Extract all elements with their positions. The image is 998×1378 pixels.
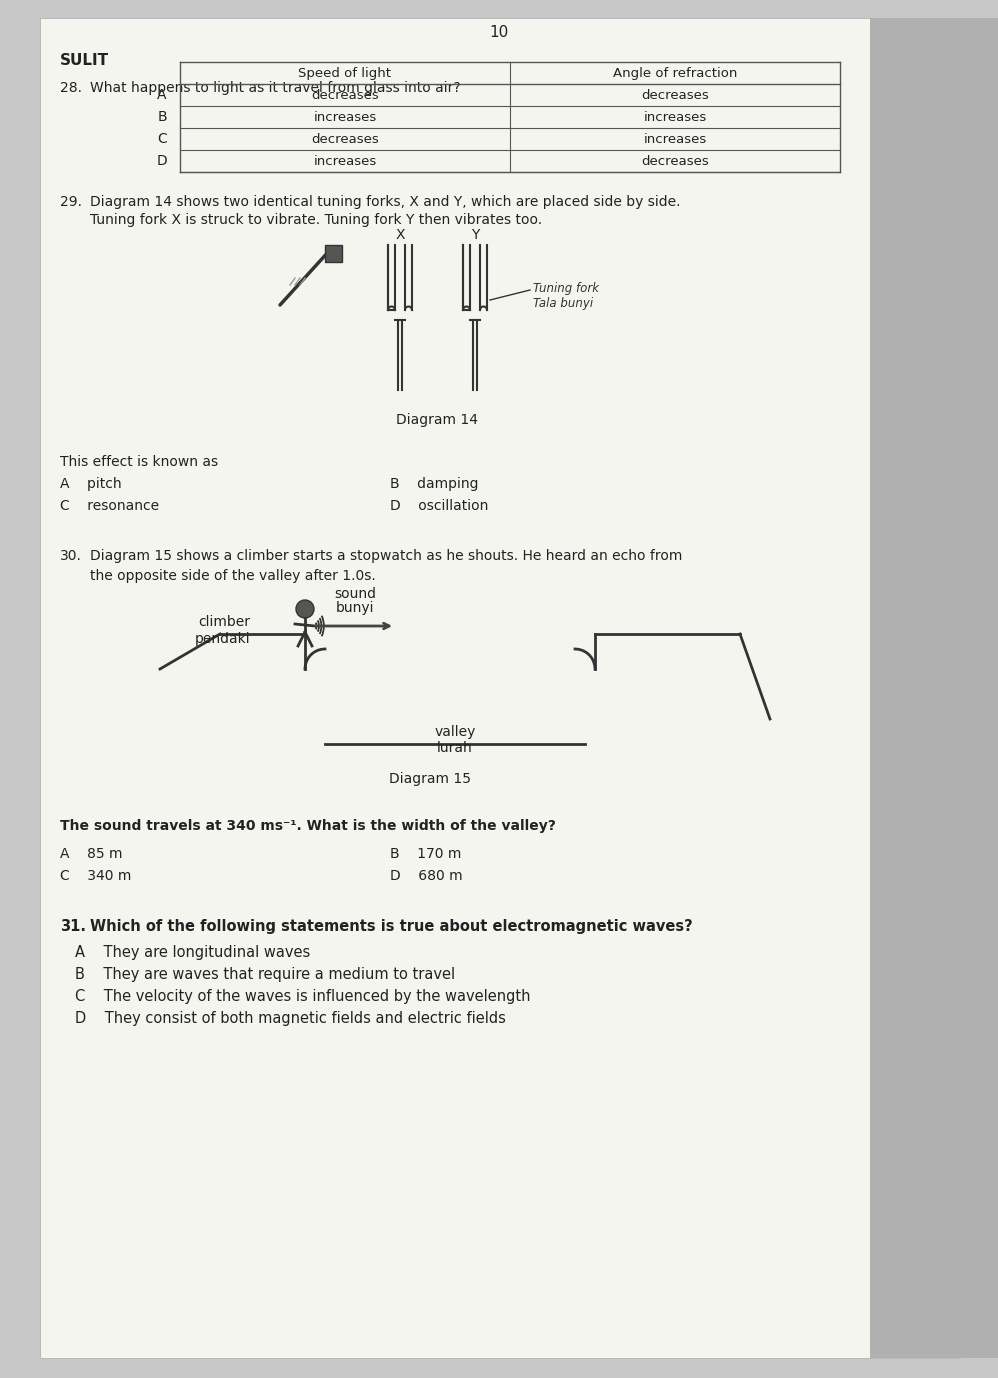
Text: bunyi: bunyi xyxy=(335,601,374,615)
Text: A    They are longitudinal waves: A They are longitudinal waves xyxy=(75,945,310,960)
Text: decreases: decreases xyxy=(641,88,709,102)
Text: Which of the following statements is true about electromagnetic waves?: Which of the following statements is tru… xyxy=(90,919,693,934)
Text: increases: increases xyxy=(644,110,707,124)
Text: SULIT: SULIT xyxy=(60,52,109,68)
Text: 29.: 29. xyxy=(60,196,82,209)
Text: Speed of light: Speed of light xyxy=(298,66,391,80)
Text: C    340 m: C 340 m xyxy=(60,870,132,883)
Text: Tala bunyi: Tala bunyi xyxy=(533,296,593,310)
Text: Tuning fork: Tuning fork xyxy=(533,281,599,295)
Text: 28.: 28. xyxy=(60,81,82,95)
Text: Diagram 15 shows a climber starts a stopwatch as he shouts. He heard an echo fro: Diagram 15 shows a climber starts a stop… xyxy=(90,548,683,564)
Text: valley: valley xyxy=(434,725,476,739)
Text: B    damping: B damping xyxy=(390,477,478,491)
Text: Tuning fork X is struck to vibrate. Tuning fork Y then vibrates too.: Tuning fork X is struck to vibrate. Tuni… xyxy=(90,214,542,227)
Polygon shape xyxy=(325,245,342,262)
Text: What happens to light as it travel from glass into air?: What happens to light as it travel from … xyxy=(90,81,461,95)
Text: Diagram 14 shows two identical tuning forks, X and Y, which are placed side by s: Diagram 14 shows two identical tuning fo… xyxy=(90,196,681,209)
Text: 30.: 30. xyxy=(60,548,82,564)
Text: decreases: decreases xyxy=(311,132,379,146)
Text: decreases: decreases xyxy=(311,88,379,102)
Text: D    680 m: D 680 m xyxy=(390,870,463,883)
Text: 31.: 31. xyxy=(60,919,86,934)
Text: D    oscillation: D oscillation xyxy=(390,499,488,513)
Polygon shape xyxy=(40,18,960,1357)
Polygon shape xyxy=(870,18,998,1357)
Text: sound: sound xyxy=(334,587,376,601)
Text: A    pitch: A pitch xyxy=(60,477,122,491)
Text: Angle of refraction: Angle of refraction xyxy=(613,66,738,80)
Text: X: X xyxy=(395,227,405,243)
Circle shape xyxy=(296,599,314,617)
Text: the opposite side of the valley after 1.0s.: the opposite side of the valley after 1.… xyxy=(90,569,376,583)
Text: increases: increases xyxy=(644,132,707,146)
Text: C: C xyxy=(157,132,167,146)
Text: A: A xyxy=(158,88,167,102)
Text: lurah: lurah xyxy=(437,741,473,755)
Text: Y: Y xyxy=(471,227,479,243)
Text: pendaki: pendaki xyxy=(195,633,250,646)
Text: increases: increases xyxy=(313,110,376,124)
Text: This effect is known as: This effect is known as xyxy=(60,455,219,469)
Text: B    170 m: B 170 m xyxy=(390,847,461,861)
Text: Diagram 15: Diagram 15 xyxy=(389,772,471,785)
Text: B    They are waves that require a medium to travel: B They are waves that require a medium t… xyxy=(75,967,455,983)
Text: decreases: decreases xyxy=(641,154,709,168)
Text: C    The velocity of the waves is influenced by the wavelength: C The velocity of the waves is influence… xyxy=(75,989,531,1005)
Text: B: B xyxy=(158,110,167,124)
Text: 10: 10 xyxy=(489,25,509,40)
Text: The sound travels at 340 ms⁻¹. What is the width of the valley?: The sound travels at 340 ms⁻¹. What is t… xyxy=(60,819,556,832)
Text: D    They consist of both magnetic fields and electric fields: D They consist of both magnetic fields a… xyxy=(75,1011,506,1027)
Text: C    resonance: C resonance xyxy=(60,499,159,513)
Text: climber: climber xyxy=(198,615,250,628)
Text: increases: increases xyxy=(313,154,376,168)
Text: Diagram 14: Diagram 14 xyxy=(396,413,478,427)
Text: D: D xyxy=(157,154,168,168)
Text: A    85 m: A 85 m xyxy=(60,847,123,861)
